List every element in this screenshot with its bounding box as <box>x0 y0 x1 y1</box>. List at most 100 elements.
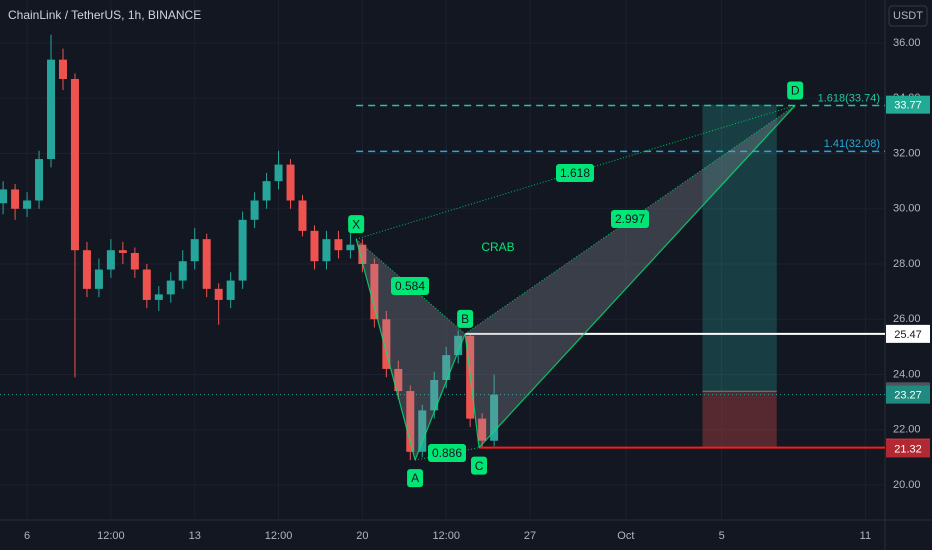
pattern-name: CRAB <box>481 240 514 254</box>
candle-body <box>0 189 8 204</box>
x-tick-label: 6 <box>24 530 30 542</box>
candle-body <box>214 288 223 300</box>
candle-body <box>238 219 247 281</box>
pattern-point-label: C <box>475 459 484 473</box>
chart-title: ChainLink / TetherUS, 1h, BINANCE <box>8 8 201 22</box>
candle-body <box>262 181 271 201</box>
candle-body <box>430 379 439 411</box>
y-tick-label: 20.00 <box>893 479 921 491</box>
stop-zone <box>702 391 777 448</box>
candle-body <box>202 239 211 289</box>
price-label-box <box>886 324 930 343</box>
x-tick-label: Oct <box>617 530 634 542</box>
pattern-point-label-box <box>471 456 488 475</box>
pattern-point-label: B <box>461 312 469 326</box>
y-tick-label: 22.00 <box>893 424 921 436</box>
price-label: 25.47 <box>894 329 922 341</box>
candle-body <box>178 261 187 281</box>
ratio-label-box <box>391 277 429 295</box>
ratio-line <box>414 447 480 461</box>
price-label-box <box>886 95 930 114</box>
price-label: 21.32 <box>894 443 922 455</box>
candle-body <box>142 269 151 300</box>
candle-body <box>418 410 427 452</box>
pattern-point-label: A <box>411 471 419 485</box>
candle-body <box>58 59 67 79</box>
fib-level-label: 1.41(32.08) <box>824 138 880 150</box>
pattern-point-label: X <box>352 217 360 231</box>
pattern-fill <box>356 239 466 461</box>
pattern-fill <box>465 105 796 448</box>
price-label: 23.27 <box>894 390 922 402</box>
candle-body <box>118 250 127 253</box>
x-tick-label: 12:00 <box>432 530 460 542</box>
ratio-label: 0.886 <box>432 446 462 460</box>
candle-body <box>94 269 103 289</box>
ratio-label: 1.618 <box>560 166 590 180</box>
pattern-point-label-box <box>348 215 365 234</box>
candle-body <box>334 239 343 251</box>
pattern-point-label-box <box>787 81 804 100</box>
y-tick-label: 28.00 <box>893 258 921 270</box>
ratio-label-box <box>556 164 594 182</box>
ratio-label-box <box>611 210 649 228</box>
candle-body <box>322 239 331 262</box>
candle-body <box>394 368 403 392</box>
candle-body <box>47 59 56 160</box>
candle-body <box>190 239 199 262</box>
fib-level-label: 1.618(33.74) <box>818 92 880 104</box>
candle-body <box>478 418 487 441</box>
pattern-point-label-box <box>407 469 424 488</box>
x-tick-label: 5 <box>719 530 725 542</box>
candle-body <box>490 394 499 441</box>
pattern-point-label-box <box>457 309 474 328</box>
x-tick-label: 13 <box>189 530 201 542</box>
pattern-leg <box>355 238 416 461</box>
candle-body <box>298 200 307 231</box>
x-tick-label: 12:00 <box>265 530 293 542</box>
price-label: 33.77 <box>894 100 922 112</box>
pattern-leg <box>414 333 466 461</box>
candle-body <box>454 335 463 356</box>
x-tick-label: 11 <box>860 530 871 542</box>
ratio-label: 0.584 <box>395 279 425 293</box>
y-tick-label: 26.00 <box>893 313 921 325</box>
candle-body <box>406 391 415 452</box>
candle-body <box>166 280 175 295</box>
ratio-label-box <box>428 444 466 462</box>
candle-body <box>35 159 44 201</box>
x-tick-label: 12:00 <box>97 530 125 542</box>
candle-body <box>106 250 115 270</box>
currency-box <box>888 5 928 27</box>
candle-body <box>70 78 79 251</box>
pattern-leg <box>464 333 480 448</box>
candle-body <box>250 200 259 220</box>
price-label-box <box>886 385 930 404</box>
candle-body <box>370 264 379 320</box>
candle-body <box>382 319 391 369</box>
candle-body <box>226 280 235 300</box>
candle-body <box>82 250 91 289</box>
candle-body <box>346 244 355 251</box>
target-zone <box>702 104 777 392</box>
candle-body <box>11 189 20 209</box>
pattern-point-label: D <box>791 84 800 98</box>
candle-body <box>286 164 295 201</box>
candle-body <box>154 294 163 300</box>
candle-body <box>23 200 32 209</box>
y-tick-label: 36.00 <box>893 37 921 49</box>
y-tick-label: 30.00 <box>893 203 921 215</box>
x-tick-label: 20 <box>356 530 368 542</box>
ratio-label: 2.997 <box>615 212 645 226</box>
candle-body <box>274 164 283 182</box>
x-tick-label: 27 <box>524 530 536 542</box>
currency: USDT <box>893 10 923 22</box>
y-tick-label: 24.00 <box>893 368 921 380</box>
candle-body <box>358 244 367 265</box>
candle-body <box>442 355 451 380</box>
y-tick-label: 32.00 <box>893 147 921 159</box>
candle-body <box>310 230 319 262</box>
ratio-line <box>464 105 796 335</box>
price-label-box <box>886 439 930 458</box>
